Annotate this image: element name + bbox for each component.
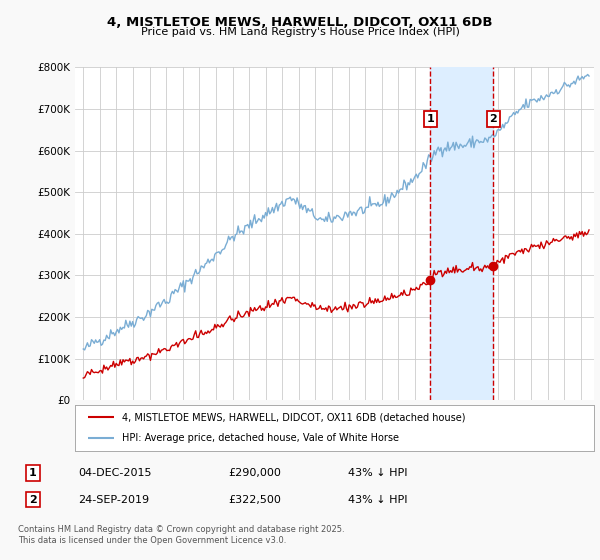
Text: 1: 1 xyxy=(29,468,37,478)
Text: 43% ↓ HPI: 43% ↓ HPI xyxy=(348,468,407,478)
Text: HPI: Average price, detached house, Vale of White Horse: HPI: Average price, detached house, Vale… xyxy=(122,433,399,444)
Text: 4, MISTLETOE MEWS, HARWELL, DIDCOT, OX11 6DB (detached house): 4, MISTLETOE MEWS, HARWELL, DIDCOT, OX11… xyxy=(122,412,465,422)
Text: 4, MISTLETOE MEWS, HARWELL, DIDCOT, OX11 6DB: 4, MISTLETOE MEWS, HARWELL, DIDCOT, OX11… xyxy=(107,16,493,29)
Text: Contains HM Land Registry data © Crown copyright and database right 2025.
This d: Contains HM Land Registry data © Crown c… xyxy=(18,525,344,545)
Text: 2: 2 xyxy=(29,494,37,505)
Text: 1: 1 xyxy=(427,114,434,124)
Text: £290,000: £290,000 xyxy=(228,468,281,478)
Text: 04-DEC-2015: 04-DEC-2015 xyxy=(78,468,151,478)
Text: 24-SEP-2019: 24-SEP-2019 xyxy=(78,494,149,505)
Text: Price paid vs. HM Land Registry's House Price Index (HPI): Price paid vs. HM Land Registry's House … xyxy=(140,27,460,37)
Text: 43% ↓ HPI: 43% ↓ HPI xyxy=(348,494,407,505)
Text: 2: 2 xyxy=(490,114,497,124)
Text: £322,500: £322,500 xyxy=(228,494,281,505)
Bar xyxy=(430,67,493,400)
